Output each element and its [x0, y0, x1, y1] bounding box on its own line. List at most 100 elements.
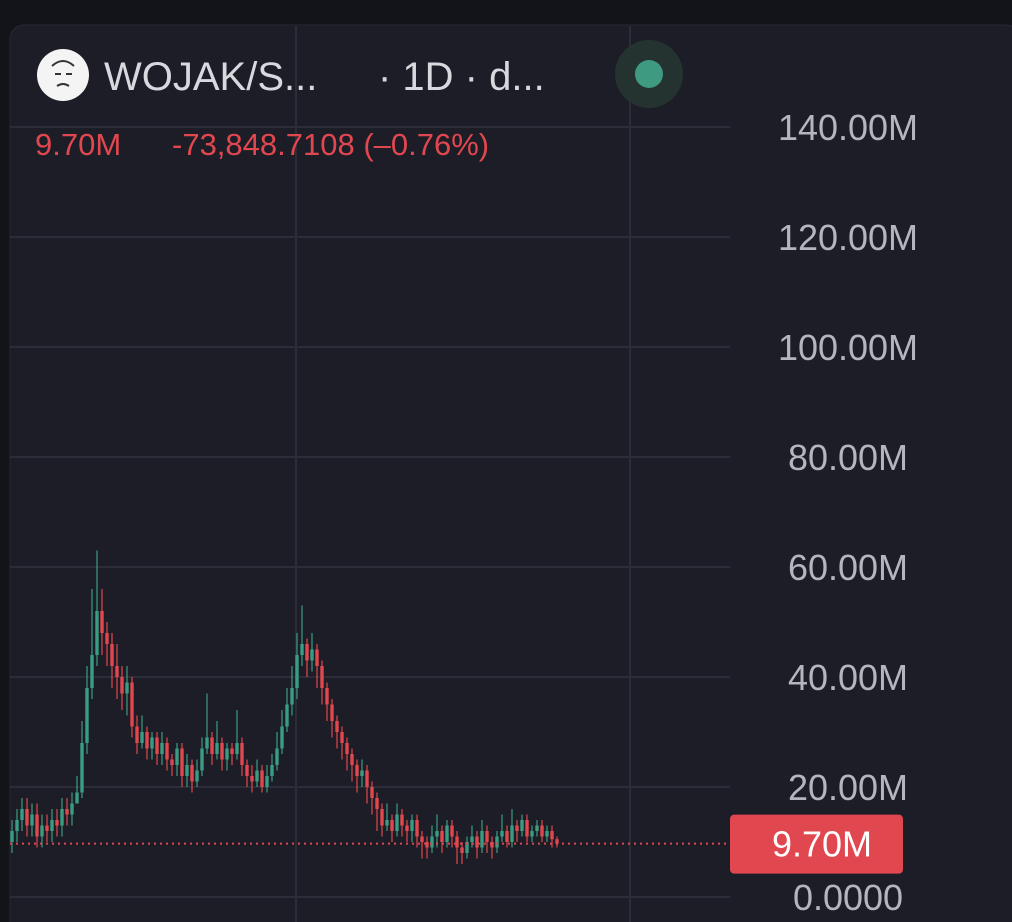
candle-body — [240, 743, 244, 765]
candle-body — [505, 831, 509, 842]
candle-body — [265, 776, 269, 787]
candle-body — [115, 666, 119, 677]
candle-body — [350, 754, 354, 765]
candle-body — [535, 825, 539, 831]
candle-body — [435, 831, 439, 837]
candle-body — [175, 748, 179, 765]
candle-body — [450, 825, 454, 837]
candle-body — [440, 831, 444, 842]
candle-body — [50, 820, 54, 831]
candle-body — [235, 743, 239, 754]
last-price-label: 9.70M — [772, 824, 872, 865]
candle-body — [180, 748, 184, 776]
candle-body — [395, 814, 399, 831]
candle-body — [140, 732, 144, 743]
candle-body — [65, 809, 69, 815]
candle-body — [185, 765, 189, 776]
last-price-badge — [730, 814, 903, 874]
candle-body — [170, 759, 174, 765]
candle-body — [325, 688, 329, 705]
candle-body — [550, 831, 554, 840]
candle-body — [365, 770, 369, 787]
candle-body — [70, 803, 74, 815]
candle-body — [125, 682, 129, 694]
candle-body — [555, 839, 559, 844]
candle-body — [405, 825, 409, 831]
candle-body — [150, 737, 154, 749]
candle-body — [520, 820, 524, 831]
candle-body — [130, 682, 134, 727]
y-tick-label: 0.0000 — [793, 877, 903, 918]
candle-body — [310, 649, 314, 661]
candle-body — [190, 765, 194, 782]
candle-body — [370, 787, 374, 798]
candle-body — [105, 633, 109, 644]
candle-body — [10, 831, 14, 842]
candle-body — [320, 666, 324, 688]
candle-body — [300, 644, 304, 655]
candle-body — [35, 814, 39, 837]
candle-body — [490, 842, 494, 848]
token-icon — [37, 49, 89, 101]
chart-panel — [9, 24, 1012, 922]
candle-body — [410, 820, 414, 831]
candle-body — [15, 820, 19, 831]
candle-body — [195, 770, 199, 782]
candle-body — [455, 836, 459, 848]
candle-body — [110, 644, 114, 666]
candle-body — [460, 847, 464, 853]
candle-body — [165, 743, 169, 760]
candle-body — [390, 820, 394, 831]
candle-body — [515, 825, 519, 831]
candle-body — [210, 737, 214, 754]
token-icon-face — [51, 60, 75, 87]
candle-body — [375, 798, 379, 809]
candle-body — [470, 836, 474, 842]
price-change: -73,848.7108 (–0.76%) — [172, 127, 489, 162]
candle-body — [25, 809, 29, 826]
candle-body — [345, 743, 349, 754]
candle-body — [415, 820, 419, 837]
candle-body — [355, 765, 359, 776]
candle-body — [60, 809, 64, 826]
y-tick-label: 120.00M — [778, 217, 918, 258]
candle-body — [225, 748, 229, 760]
candle-body — [400, 814, 404, 826]
candle-body — [430, 836, 434, 848]
candle-body — [55, 820, 59, 826]
candle-body — [420, 836, 424, 842]
candle-body — [135, 726, 139, 743]
y-tick-label: 60.00M — [788, 547, 908, 588]
candle-body — [385, 820, 389, 826]
candle-body — [485, 831, 489, 842]
candle-body — [280, 726, 284, 749]
price-axis: 0.0000 20.00M 40.00M 60.00M 80.00M 100.00M 120… — [730, 107, 918, 918]
candle-body — [380, 809, 384, 826]
candle-body — [40, 825, 44, 837]
candle-body — [465, 842, 469, 853]
candle-body — [255, 770, 259, 782]
candle-body — [295, 655, 299, 688]
candle-body — [425, 842, 429, 848]
grid — [10, 26, 730, 922]
candle-body — [270, 765, 274, 776]
status-dot — [635, 60, 663, 88]
candle-body — [30, 814, 34, 826]
y-tick-label: 80.00M — [788, 437, 908, 478]
plot — [10, 550, 730, 864]
candle-body — [500, 831, 504, 837]
candle-body — [75, 792, 79, 804]
y-tick-label: 140.00M — [778, 107, 918, 148]
candle-body — [85, 688, 89, 743]
candle-body — [495, 836, 499, 848]
y-tick-label: 20.00M — [788, 767, 908, 808]
candle-body — [285, 704, 289, 727]
candle-body — [475, 836, 479, 848]
candle-body — [340, 732, 344, 743]
candle-body — [215, 743, 219, 754]
candle-body — [205, 737, 209, 749]
header-price: 9.70M — [35, 127, 121, 162]
candle-body — [120, 677, 124, 694]
